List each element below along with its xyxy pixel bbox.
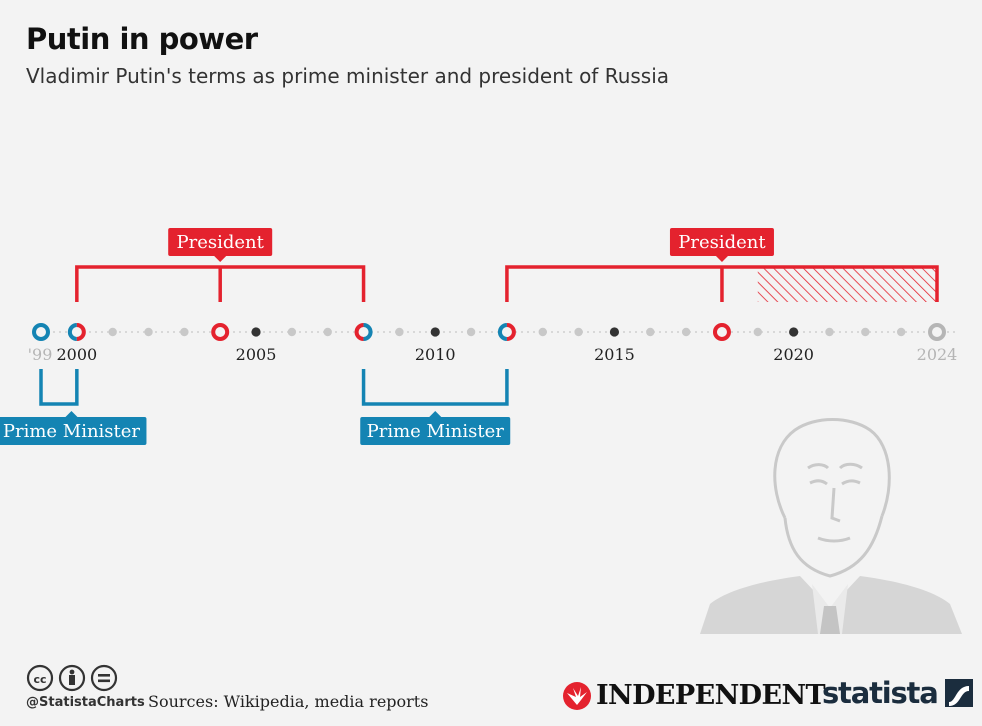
footer-handle: @StatistaCharts (26, 695, 145, 710)
year-dot-minor (825, 327, 834, 337)
year-dot-minor (753, 327, 762, 337)
statista-icon (944, 679, 973, 707)
president-label-box (168, 228, 273, 256)
year-dot-minor (646, 327, 655, 337)
year-dot-minor (180, 327, 189, 337)
pm-term-bracket (39, 369, 79, 406)
year-dot-minor (323, 327, 332, 337)
pm-label-box (360, 417, 511, 445)
timeline-chart: '99 2000 2005 2010 2015 2020 2024 President Pres… (0, 228, 958, 445)
pm-label-pointer (65, 411, 78, 417)
license-icons: cc (26, 664, 118, 692)
term-marker-2024 (928, 323, 946, 341)
year-dot-minor (466, 327, 476, 337)
footer-sources: Sources: Wikipedia, media reports (148, 692, 429, 711)
term-marker-2000-right (76, 323, 86, 341)
chart-title: Putin in power (26, 22, 258, 56)
term-marker-1999 (32, 323, 50, 341)
year-dot-minor (538, 327, 547, 337)
year-label-2005: 2005 (236, 345, 277, 364)
president-label-pointer (715, 256, 728, 262)
putin-portrait-icon (700, 418, 962, 634)
year-label-2000: 2000 (56, 345, 97, 364)
year-label-2020: 2020 (773, 345, 814, 364)
year-label-2010: 2010 (415, 345, 456, 364)
term-marker-2012-left (497, 323, 508, 341)
pm-label: Prime Minister (367, 421, 505, 442)
pm-label: Prime Minister (3, 421, 141, 442)
term-marker-2000-left (67, 323, 78, 341)
year-dot-minor (681, 327, 691, 337)
president-label: President (678, 232, 766, 253)
no-derivatives-icon (90, 664, 118, 692)
publisher-name: INDEPENDENT (596, 680, 826, 711)
year-dot-major (609, 327, 620, 337)
pm-label-pointer (429, 411, 442, 417)
year-label-2024: 2024 (917, 345, 958, 364)
year-label-2015: 2015 (594, 345, 635, 364)
year-dot-minor (896, 327, 906, 337)
year-dot-major (251, 327, 261, 337)
pm-label-box (0, 417, 147, 445)
term-marker-2018 (712, 323, 731, 341)
term-marker-2012-right (506, 323, 516, 341)
projected-term-area (757, 267, 937, 302)
year-dot-minor (144, 327, 153, 337)
term-marker-2008-left (354, 323, 364, 341)
year-dot-minor (287, 327, 297, 337)
year-dot-major (430, 327, 440, 337)
term-marker-2008-right (363, 323, 373, 341)
independent-logo: INDEPENDENT (562, 680, 826, 711)
year-dot-minor (574, 327, 583, 337)
year-dot-minor (395, 327, 404, 337)
eagle-icon (563, 681, 591, 710)
president-label-box (669, 228, 774, 256)
year-dot-minor (108, 327, 117, 337)
year-label-1999: '99 (28, 345, 53, 364)
chart-subtitle: Vladimir Putin's terms as prime minister… (26, 64, 670, 88)
svg-text:cc: cc (33, 673, 46, 686)
president-label: President (177, 232, 265, 253)
term-marker-2004 (211, 323, 230, 341)
pm-term-bracket (361, 369, 509, 406)
year-dot-major (789, 327, 799, 337)
brand-name: statista (822, 676, 939, 710)
cc-icon: cc (26, 664, 54, 692)
statista-logo: statista (822, 676, 974, 710)
year-dot-minor (861, 327, 870, 337)
president-label-pointer (214, 256, 227, 262)
attribution-icon (58, 664, 86, 692)
